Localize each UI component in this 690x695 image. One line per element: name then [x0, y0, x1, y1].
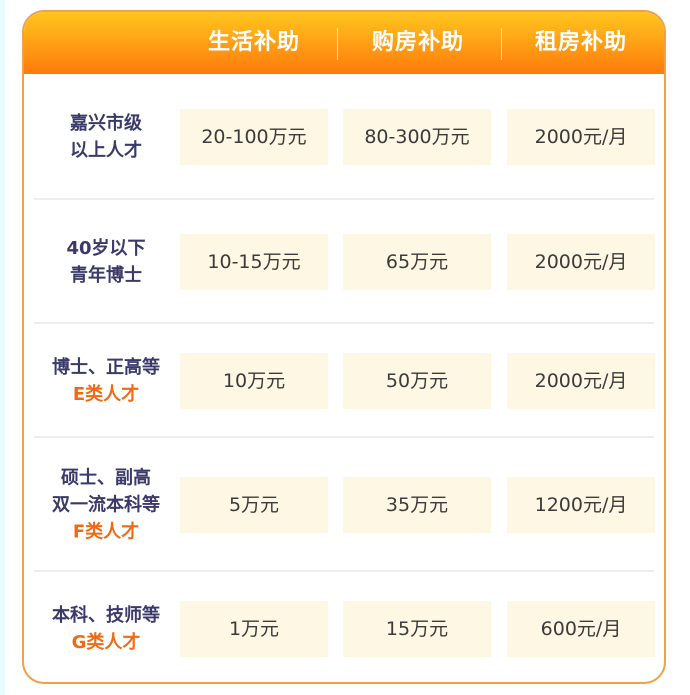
- row-label-line: 本科、技师等: [52, 605, 160, 626]
- header-separator: [337, 28, 338, 60]
- row-label-line: 博士、正高等: [52, 357, 160, 378]
- table-row: 本科、技师等 G类人才 1万元 15万元 600元/月: [24, 572, 664, 682]
- talent-class: G类人才: [71, 632, 141, 653]
- value-cell: 50万元: [343, 353, 491, 409]
- header-separator: [501, 28, 502, 60]
- header-housing-purchase-subsidy: 购房补助: [371, 30, 464, 55]
- value-cell: 35万元: [343, 477, 491, 533]
- value-cell: 2000元/月: [507, 234, 655, 290]
- value-cell: 1万元: [180, 601, 328, 657]
- table-row: 硕士、副高双一流本科等 F类人才 5万元 35万元 1200元/月: [24, 438, 664, 572]
- value-cell: 15万元: [343, 601, 491, 657]
- value-cell: 2000元/月: [507, 353, 655, 409]
- value-cell: 80-300万元: [343, 109, 491, 165]
- row-label: 40岁以下青年博士: [28, 235, 184, 289]
- talent-class: E类人才: [72, 384, 140, 405]
- row-divider: [34, 322, 654, 324]
- table-row: 博士、正高等 E类人才 10万元 50万元 2000元/月: [24, 324, 664, 438]
- value-cell: 10-15万元: [180, 234, 328, 290]
- table-row: 嘉兴市级 以上人才 20-100万元 80-300万元 2000元/月: [24, 74, 664, 200]
- value-cell: 2000元/月: [507, 109, 655, 165]
- value-cell: 10万元: [180, 353, 328, 409]
- left-edge: [0, 0, 5, 695]
- talent-class: F类人才: [72, 521, 140, 543]
- value-cell: 20-100万元: [180, 109, 328, 165]
- row-label-line: 嘉兴市级: [70, 113, 142, 134]
- row-label-line: 双一流本科等: [52, 494, 160, 516]
- value-cell: 65万元: [343, 234, 491, 290]
- row-label-line: 以上人才: [70, 140, 142, 161]
- value-cell: 600元/月: [507, 601, 655, 657]
- row-label: 嘉兴市级 以上人才: [28, 110, 184, 164]
- table-header: 生活补助 购房补助 租房补助: [24, 12, 664, 74]
- header-rent-subsidy: 租房补助: [534, 30, 627, 55]
- value-cell: 5万元: [180, 477, 328, 533]
- row-divider: [34, 198, 654, 200]
- table-row: 40岁以下 青年博士 10-15万元 65万元 2000元/月: [24, 200, 664, 324]
- row-label: 硕士、副高双一流本科等 F类人才: [28, 465, 184, 546]
- row-label-line: 硕士、副高: [61, 467, 151, 489]
- row-label-line: 青年博士: [70, 265, 142, 286]
- row-label: 本科、技师等 G类人才: [28, 602, 184, 656]
- row-divider: [34, 570, 654, 572]
- subsidy-table: 生活补助 购房补助 租房补助 嘉兴市级 以上人才 20-100万元 80-300万元 2…: [22, 10, 666, 684]
- value-cell: 1200元/月: [507, 477, 655, 533]
- row-label-line: 40岁以下: [66, 238, 146, 259]
- row-label: 博士、正高等 E类人才: [28, 354, 184, 408]
- row-divider: [34, 436, 654, 438]
- header-living-subsidy: 生活补助: [207, 30, 300, 55]
